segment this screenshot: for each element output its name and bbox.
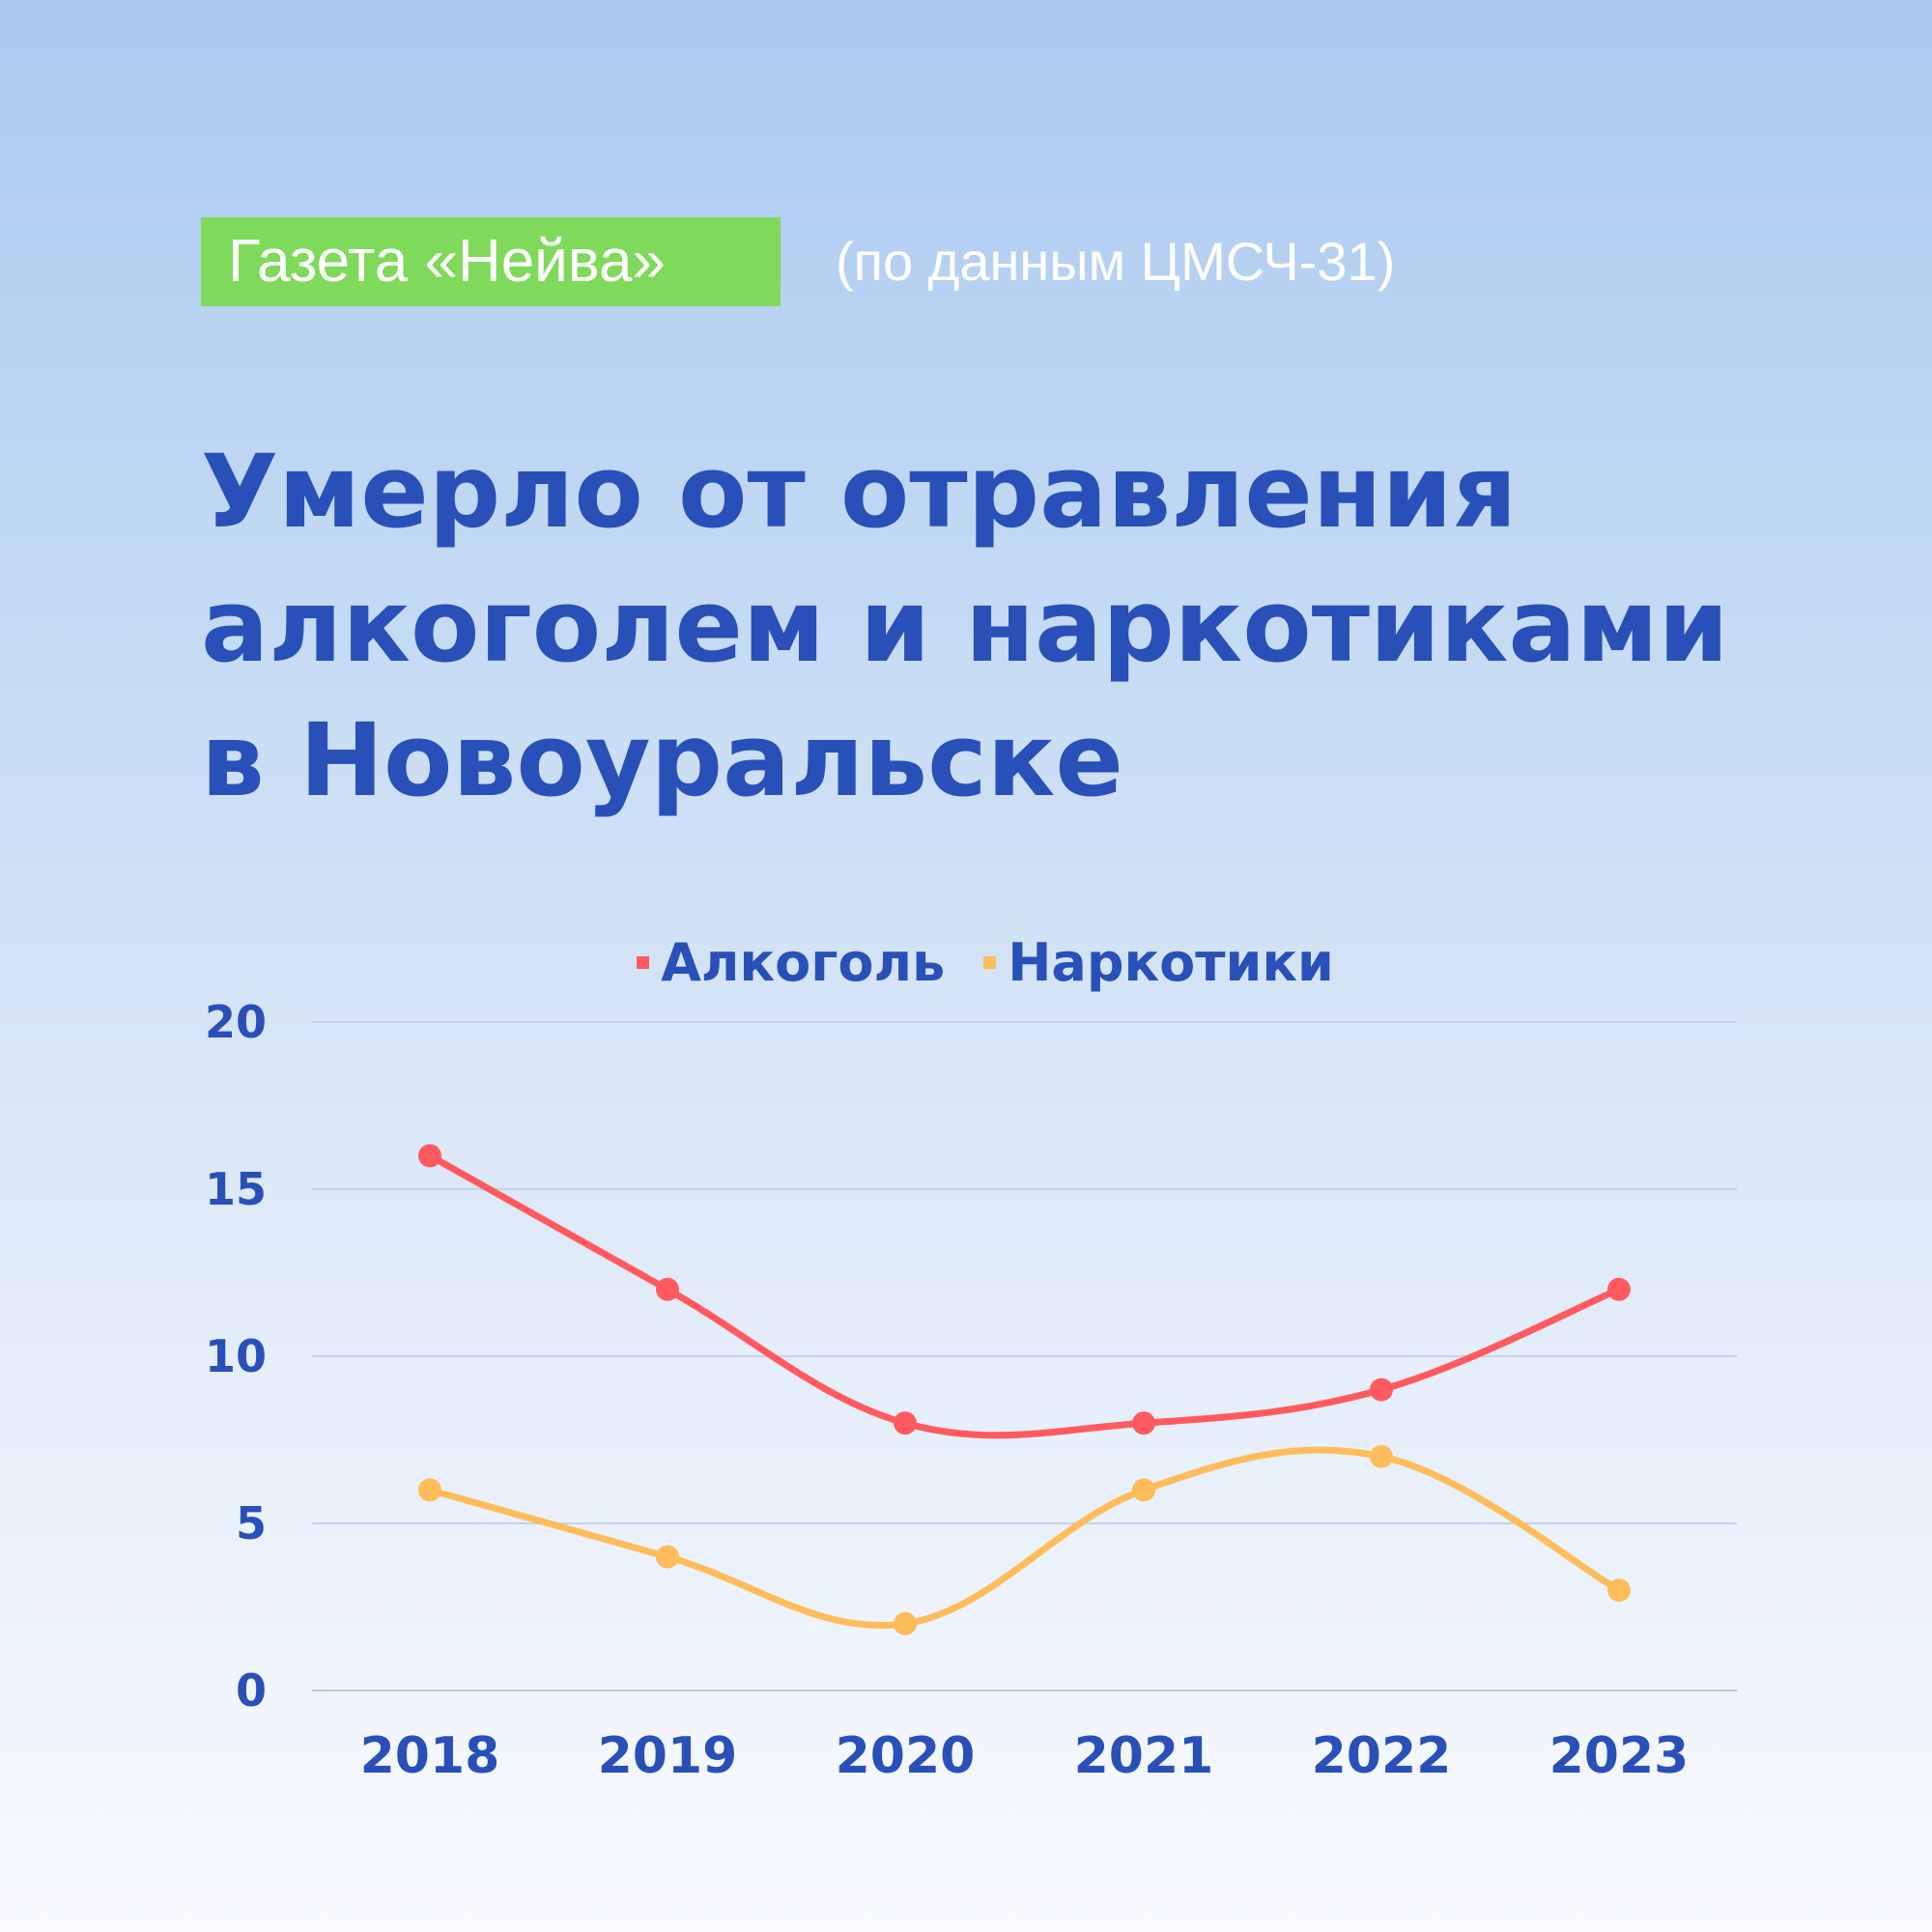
data-point-marker bbox=[1132, 1478, 1155, 1502]
legend-label-drugs: Наркотики bbox=[1008, 932, 1334, 993]
title-line-1: Умерло от отравления bbox=[201, 433, 1518, 551]
newspaper-badge: Газета «Нейва» bbox=[201, 217, 781, 306]
y-tick-label: 0 bbox=[236, 1664, 267, 1717]
title-line-2: алкоголем и наркотиками bbox=[201, 567, 1729, 685]
x-tick-label: 2021 bbox=[1074, 1727, 1214, 1785]
data-point-marker bbox=[1607, 1578, 1631, 1603]
x-tick-label: 2018 bbox=[360, 1727, 500, 1785]
data-point-marker bbox=[1132, 1411, 1155, 1435]
title-line-3: в Новоуральске bbox=[201, 701, 1123, 819]
legend-swatch-alcohol bbox=[637, 956, 650, 969]
y-tick-label: 15 bbox=[205, 1163, 267, 1215]
legend-label-alcohol: Алкоголь bbox=[661, 932, 946, 993]
x-tick-label: 2023 bbox=[1549, 1727, 1690, 1785]
data-point-marker bbox=[656, 1277, 679, 1301]
alcohol-line bbox=[426, 1151, 1623, 1439]
y-tick-label: 5 bbox=[236, 1497, 267, 1549]
data-source-note: (по данным ЦМСЧ-31) bbox=[836, 231, 1396, 292]
data-point-marker bbox=[894, 1611, 917, 1635]
data-point-marker bbox=[1370, 1444, 1393, 1468]
x-tick-label: 2019 bbox=[598, 1727, 738, 1785]
drugs-line bbox=[426, 1446, 1623, 1629]
x-tick-label: 2020 bbox=[836, 1727, 976, 1785]
data-point-marker bbox=[1370, 1378, 1393, 1402]
data-point-marker bbox=[656, 1545, 679, 1569]
data-point-marker bbox=[418, 1478, 441, 1502]
legend-swatch-drugs bbox=[983, 956, 997, 969]
chart-legend: Алкоголь Наркотики bbox=[0, 932, 1932, 993]
data-point-marker bbox=[894, 1411, 917, 1435]
legend-item-drugs: Наркотики bbox=[983, 932, 1334, 993]
legend-item-alcohol: Алкоголь bbox=[637, 932, 945, 993]
data-point-marker bbox=[418, 1144, 441, 1168]
data-point-marker bbox=[1607, 1277, 1631, 1301]
x-tick-label: 2022 bbox=[1312, 1727, 1452, 1785]
y-tick-label: 10 bbox=[205, 1330, 267, 1382]
y-tick-label: 20 bbox=[205, 996, 267, 1048]
chart-title: Умерло от отравления алкоголем и наркоти… bbox=[201, 425, 1843, 828]
